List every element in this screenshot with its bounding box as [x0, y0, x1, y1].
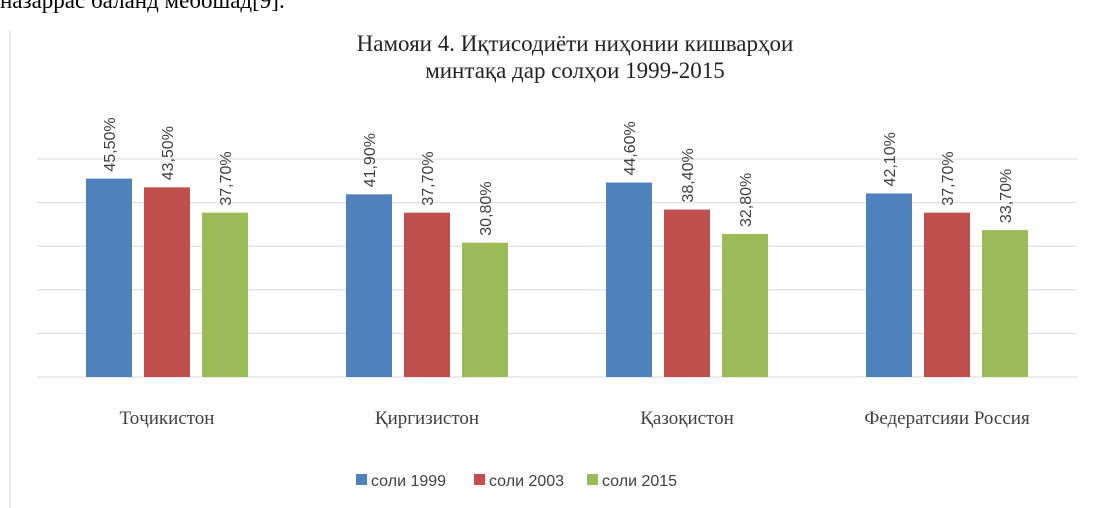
data-label: 38,40% [680, 148, 697, 202]
x-tick-label: Федератсияи Россия [864, 408, 1030, 429]
data-label: 44,60% [622, 121, 639, 175]
bar [982, 230, 1028, 377]
bar [722, 233, 768, 377]
data-label: 33,70% [998, 169, 1015, 223]
x-tick-label: Қазоқистон [640, 408, 734, 429]
bar [202, 212, 248, 377]
bar [664, 209, 710, 377]
legend-label: соли 1999 [371, 473, 446, 490]
data-label: 37,70% [218, 151, 235, 205]
data-label: 43,50% [160, 126, 177, 180]
legend-swatch [356, 474, 367, 485]
bar [924, 212, 970, 377]
data-label: 45,50% [102, 117, 119, 171]
bar [144, 187, 190, 377]
bar [346, 194, 392, 377]
bar [866, 193, 912, 377]
chart-title: Намояи 4. Иқтисодиёти ниҳонии кишварҳои … [356, 31, 794, 83]
x-tick-label: Тоҷикистон [120, 408, 215, 429]
legend-swatch [474, 474, 485, 485]
legend-label: соли 2015 [602, 473, 677, 490]
bar [404, 212, 450, 377]
data-label: 30,80% [478, 181, 495, 235]
document-text: назаррас баланд мебошад[9]. [0, 0, 285, 13]
bar [606, 182, 652, 377]
legend-label: соли 2003 [489, 473, 564, 490]
data-label: 37,70% [420, 151, 437, 205]
data-label: 37,70% [940, 151, 957, 205]
bar [462, 242, 508, 377]
data-label: 41,90% [362, 133, 379, 187]
legend-swatch [587, 474, 598, 485]
x-tick-label: Қиргизистон [375, 408, 479, 429]
data-label: 42,10% [882, 132, 899, 186]
data-label: 32,80% [738, 173, 755, 227]
bar [86, 178, 132, 377]
